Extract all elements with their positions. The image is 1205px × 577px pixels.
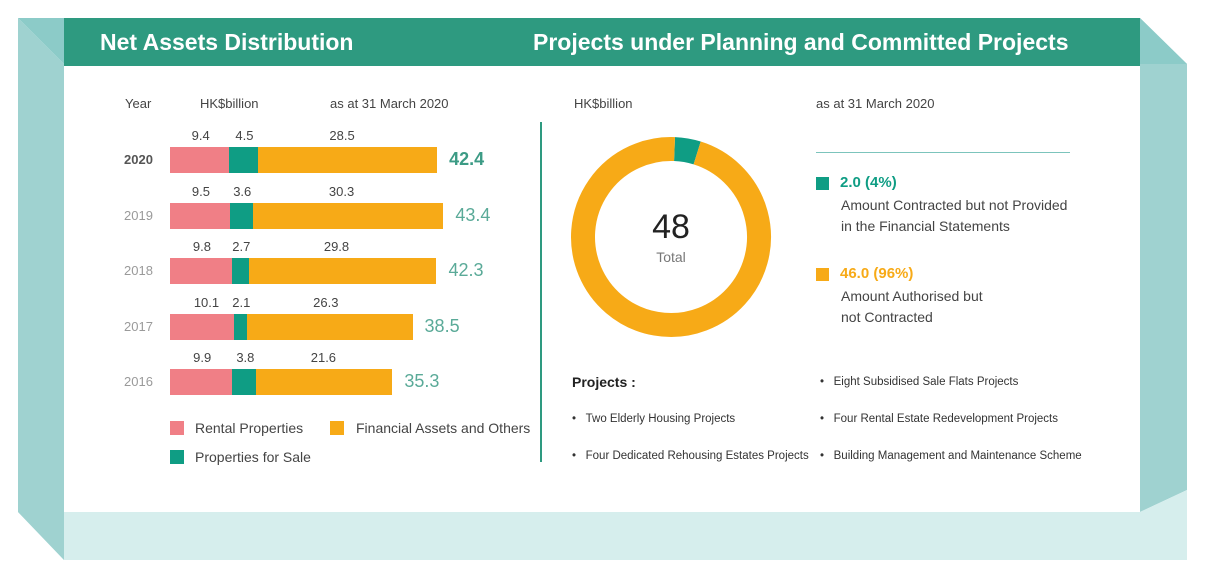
- left-unit-header: HK$billion: [200, 96, 259, 111]
- legend-label-financial: Financial Assets and Others: [356, 420, 531, 436]
- year-header: Year: [125, 96, 152, 111]
- value-label-sale-2016: 3.8: [236, 350, 255, 365]
- project-item-label: Two Elderly Housing Projects: [585, 413, 736, 425]
- authorised-value: 46.0 (96%): [840, 265, 914, 282]
- contracted-desc-line1: Amount Contracted but not Provided: [841, 197, 1068, 213]
- year-label-2018: 2018: [124, 263, 153, 278]
- right-legend-rule: [816, 152, 1070, 153]
- donut-slice-authorised: [571, 137, 771, 337]
- total-label-2019: 43.4: [455, 204, 491, 225]
- value-label-rental-2018: 9.8: [192, 239, 211, 254]
- project-item-label: Eight Subsidised Sale Flats Projects: [833, 376, 1019, 388]
- project-item-maintenance: • Building Management and Maintenance Sc…: [820, 450, 1082, 462]
- value-label-sale-2020: 4.5: [235, 128, 254, 143]
- right-title: Projects under Planning and Committed Pr…: [533, 29, 1069, 55]
- contracted-desc-line2: in the Financial Statements: [841, 218, 1010, 234]
- bar-financial-2018: [248, 258, 437, 284]
- bar-rental-2017: [170, 313, 234, 340]
- left-date-header: as at 31 March 2020: [330, 96, 449, 111]
- donut-chart: [571, 137, 771, 337]
- bar-sale-2018: [231, 258, 249, 284]
- frame-left-side: [18, 18, 64, 512]
- donut-center-label: Total: [656, 249, 686, 265]
- value-label-rental-2020: 9.4: [191, 128, 210, 143]
- bar-financial-2019: [252, 202, 444, 229]
- left-title: Net Assets Distribution: [100, 29, 354, 55]
- legend-swatch-financial: [330, 421, 344, 435]
- project-item-elderly: • Two Elderly Housing Projects: [572, 413, 736, 425]
- year-label-2020: 2020: [124, 152, 153, 167]
- value-label-financial-2016: 21.6: [310, 350, 337, 365]
- legend-swatch-rental: [170, 421, 184, 435]
- total-label-2016: 35.3: [404, 371, 440, 391]
- frame-right-side: [1140, 18, 1187, 512]
- legend-swatch-contracted: [816, 177, 829, 190]
- contracted-value: 2.0 (4%): [840, 174, 897, 191]
- value-label-sale-2019: 3.6: [233, 183, 252, 199]
- header-band: [64, 18, 1140, 66]
- value-label-rental-2017: 10.1: [193, 294, 220, 310]
- right-unit-header: HK$billion: [574, 96, 633, 111]
- bar-sale-2017: [233, 313, 247, 340]
- frame-bottom-band: [64, 512, 1187, 560]
- total-label-2017: 38.5: [424, 315, 460, 336]
- value-label-financial-2020: 28.5: [329, 128, 355, 143]
- right-date-header: as at 31 March 2020: [816, 96, 935, 111]
- bar-rental-2019: [170, 202, 230, 229]
- bar-rental-2016: [170, 369, 233, 395]
- donut-center-value: 48: [652, 208, 690, 246]
- value-label-financial-2017: 26.3: [313, 294, 339, 310]
- header-left-fold: [18, 18, 64, 64]
- authorised-desc-line2: not Contracted: [841, 309, 933, 325]
- bar-financial-2017: [246, 313, 413, 340]
- bar-sale-2020: [229, 147, 258, 173]
- bar-financial-2016: [256, 369, 393, 395]
- value-label-sale-2018: 2.7: [232, 239, 251, 254]
- header-right-fold: [1140, 18, 1187, 64]
- value-label-rental-2019: 9.5: [191, 183, 210, 199]
- total-label-2020: 42.4: [449, 149, 485, 169]
- project-item-rehousing: • Four Dedicated Rehousing Estates Proje…: [572, 450, 809, 462]
- project-item-label: Building Management and Maintenance Sche…: [833, 450, 1082, 462]
- legend-label-sale: Properties for Sale: [195, 449, 311, 465]
- bar-rental-2018: [170, 258, 232, 284]
- projects-heading: Projects :: [572, 374, 636, 390]
- project-item-subsidised: • Eight Subsidised Sale Flats Projects: [820, 376, 1019, 388]
- value-label-financial-2019: 30.3: [328, 183, 355, 199]
- legend-swatch-sale: [170, 450, 184, 464]
- year-label-2019: 2019: [124, 207, 153, 223]
- project-item-label: Four Dedicated Rehousing Estates Project…: [585, 450, 809, 462]
- legend-swatch-authorised: [816, 268, 829, 281]
- year-label-2017: 2017: [124, 318, 153, 334]
- project-item-redevelopment: • Four Rental Estate Redevelopment Proje…: [820, 413, 1058, 425]
- donut-slice-contracted: [673, 137, 701, 165]
- total-label-2018: 42.3: [448, 260, 484, 280]
- bar-financial-2020: [257, 147, 438, 173]
- bar-sale-2016: [232, 369, 257, 395]
- frame-bottom-left-edge: [18, 512, 64, 560]
- value-label-sale-2017: 2.1: [232, 294, 251, 310]
- bar-rental-2020: [170, 147, 230, 173]
- authorised-desc-line1: Amount Authorised but: [841, 288, 983, 304]
- project-item-label: Four Rental Estate Redevelopment Project…: [833, 413, 1058, 425]
- value-label-financial-2018: 29.8: [323, 239, 350, 254]
- legend-label-rental: Rental Properties: [195, 420, 304, 436]
- value-label-rental-2016: 9.9: [193, 350, 212, 365]
- bar-sale-2019: [229, 202, 253, 229]
- vertical-divider: [540, 122, 542, 462]
- year-label-2016: 2016: [124, 374, 153, 389]
